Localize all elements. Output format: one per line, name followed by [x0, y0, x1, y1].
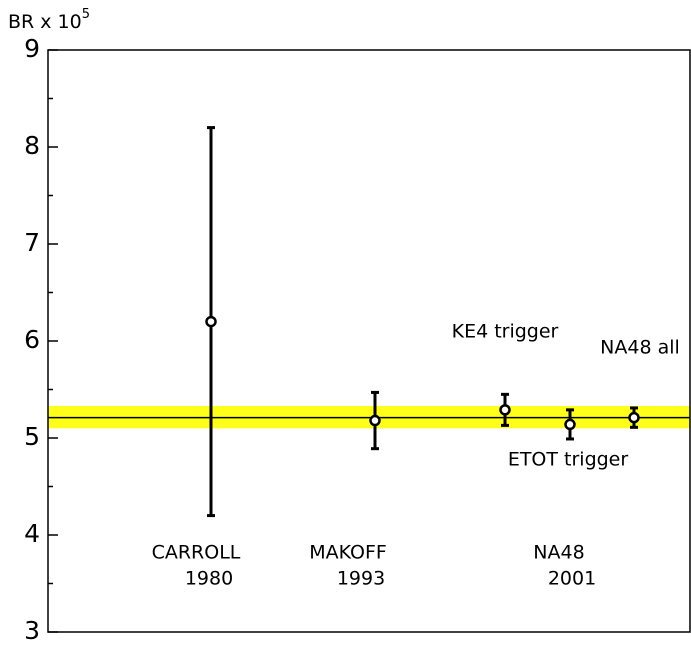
y-tick-label: 4	[24, 519, 40, 548]
point	[205, 315, 217, 328]
y-axis-label: BR x 105	[8, 7, 90, 33]
group-year: 1980	[185, 568, 233, 590]
y-tick-label: 5	[24, 422, 40, 451]
point-label: KE4 trigger	[452, 321, 559, 343]
point	[499, 404, 511, 416]
point	[564, 418, 576, 431]
point-label: ETOT trigger	[508, 449, 629, 471]
y-tick-label: 7	[24, 228, 40, 257]
y-label-base: BR x 10	[8, 11, 82, 33]
group-name: MAKOFF	[309, 542, 387, 564]
group-name: CARROLL	[152, 542, 241, 564]
y-tick-label: 6	[24, 325, 40, 354]
group-year: 2001	[548, 568, 596, 590]
point-label: NA48 all	[600, 337, 680, 359]
point	[369, 414, 381, 427]
group-year: 1993	[337, 568, 385, 590]
y-tick-label: 3	[24, 616, 40, 645]
y-tick-label: 8	[24, 131, 40, 160]
y-tick-label: 9	[24, 34, 40, 63]
point	[628, 411, 640, 424]
group-name: NA48	[533, 542, 584, 564]
y-label-exponent: 5	[82, 7, 90, 22]
